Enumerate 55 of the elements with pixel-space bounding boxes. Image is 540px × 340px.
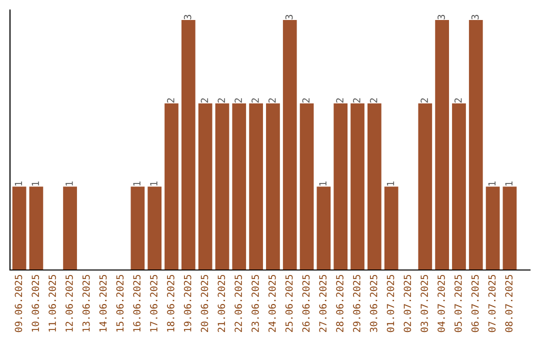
data-label: 2 bbox=[302, 98, 310, 103]
x-tick-label: 11.06.2025 bbox=[48, 274, 56, 332]
data-label: 2 bbox=[353, 98, 360, 103]
x-tick-label: 14.06.2025 bbox=[99, 274, 107, 332]
x-tick-label: 05.07.2025 bbox=[454, 274, 462, 332]
x-tick-label: 04.07.2025 bbox=[438, 274, 445, 332]
x-tick-label: 19.06.2025 bbox=[184, 274, 192, 332]
x-tick-label: 18.06.2025 bbox=[166, 274, 174, 332]
x-tick-label: 29.06.2025 bbox=[353, 274, 360, 332]
x-tick-label: 08.07.2025 bbox=[505, 274, 513, 332]
data-label: 2 bbox=[234, 98, 242, 103]
data-label: 1 bbox=[14, 181, 22, 186]
x-tick-label: 07.07.2025 bbox=[488, 274, 496, 332]
x-tick-label: 28.06.2025 bbox=[336, 274, 344, 332]
x-tick-label: 03.07.2025 bbox=[420, 274, 428, 332]
data-label: 2 bbox=[336, 98, 344, 103]
x-tick-label: 26.06.2025 bbox=[302, 274, 310, 332]
data-label: 3 bbox=[184, 14, 192, 20]
data-label: 3 bbox=[285, 14, 293, 20]
x-tick-label: 20.06.2025 bbox=[200, 274, 208, 332]
x-tick-label: 10.06.2025 bbox=[32, 274, 40, 332]
x-tick-label: 30.06.2025 bbox=[370, 274, 378, 332]
x-tick-label: 13.06.2025 bbox=[82, 274, 90, 332]
data-label: 2 bbox=[370, 98, 378, 103]
data-label: 1 bbox=[150, 181, 158, 186]
data-label: 1 bbox=[32, 181, 39, 186]
data-label: 2 bbox=[166, 98, 174, 103]
data-label: 2 bbox=[252, 98, 259, 103]
data-label: 3 bbox=[438, 14, 445, 20]
x-tick-label: 17.06.2025 bbox=[150, 274, 158, 332]
x-tick-label: 12.06.2025 bbox=[66, 274, 73, 332]
data-label: 3 bbox=[471, 14, 479, 20]
data-label: 1 bbox=[505, 181, 512, 186]
x-tick-label: 23.06.2025 bbox=[252, 274, 259, 332]
x-tick-label: 09.06.2025 bbox=[14, 274, 22, 332]
x-tick-label: 21.06.2025 bbox=[218, 274, 226, 332]
data-label: 2 bbox=[454, 98, 462, 103]
data-label: 1 bbox=[319, 181, 326, 186]
data-label: 2 bbox=[268, 98, 276, 103]
x-tick-label: 22.06.2025 bbox=[234, 274, 242, 332]
data-label: 1 bbox=[488, 181, 496, 186]
x-tick-label: 06.07.2025 bbox=[471, 274, 479, 332]
data-label: 2 bbox=[420, 98, 428, 103]
data-label: 1 bbox=[133, 181, 140, 186]
x-tick-label: 25.06.2025 bbox=[285, 274, 293, 332]
data-label: 1 bbox=[66, 181, 73, 186]
x-tick-label: 01.07.2025 bbox=[386, 274, 394, 332]
x-tick-label: 15.06.2025 bbox=[116, 274, 124, 332]
x-tick-label: 27.06.2025 bbox=[319, 274, 327, 332]
data-label: 1 bbox=[386, 181, 394, 186]
x-tick-label: 02.07.2025 bbox=[404, 274, 412, 332]
data-label: 2 bbox=[218, 98, 225, 103]
data-label: 2 bbox=[200, 98, 208, 103]
x-tick-label: 24.06.2025 bbox=[268, 274, 276, 332]
x-tick-label: 16.06.2025 bbox=[133, 274, 141, 332]
